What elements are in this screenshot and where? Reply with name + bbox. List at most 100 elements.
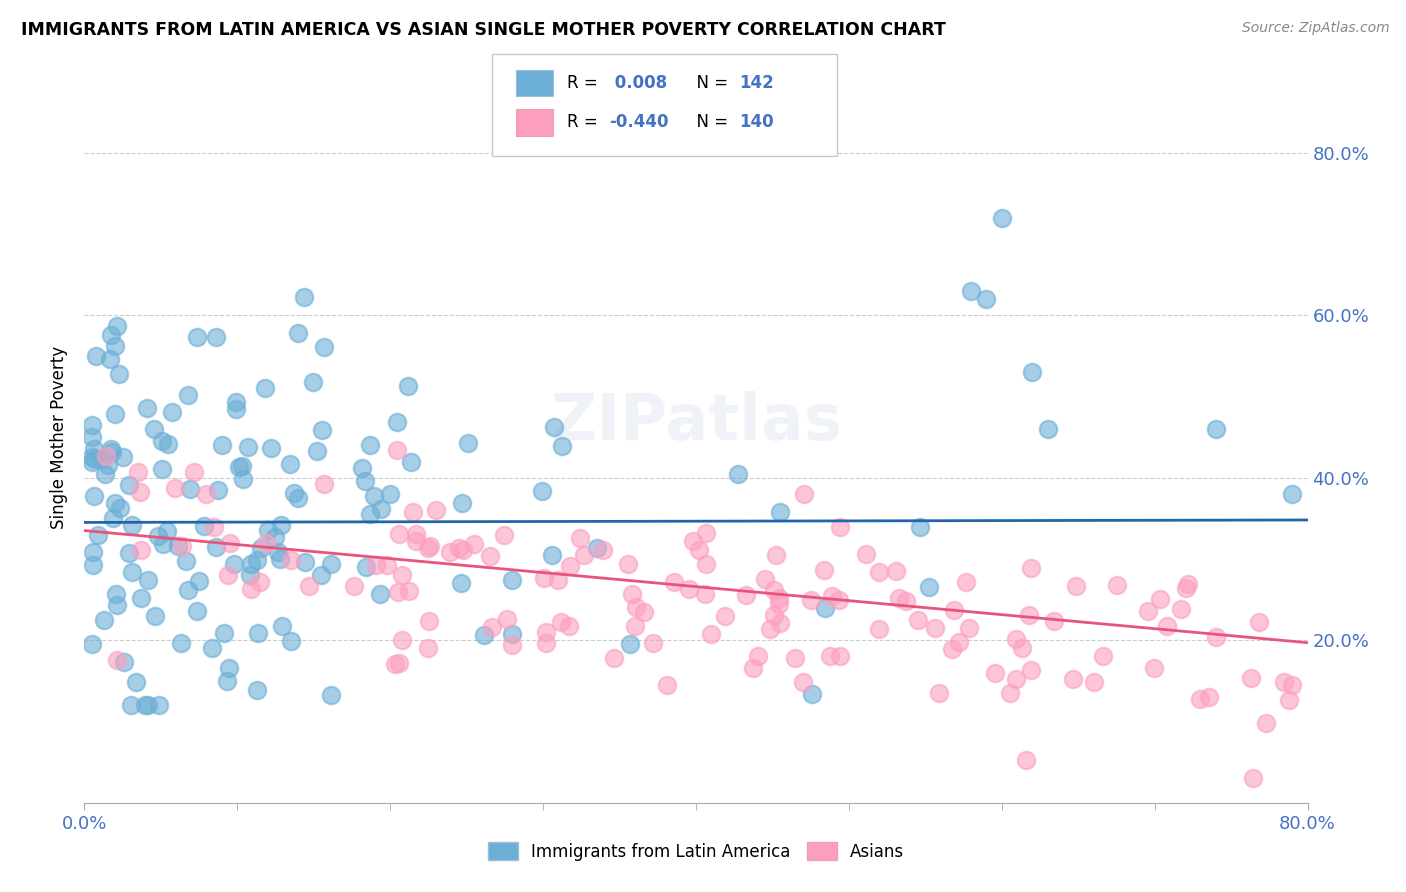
Point: [1177, 577, 1199, 591]
Point: [207, 483, 229, 497]
Point: [368, 587, 391, 601]
Point: [439, 545, 461, 559]
Point: [501, 626, 523, 640]
Point: [204, 541, 226, 555]
Point: [104, 496, 127, 510]
Point: [117, 546, 139, 560]
Text: 140: 140: [740, 113, 775, 131]
Point: [211, 438, 233, 452]
Point: [536, 625, 558, 640]
Point: [370, 501, 392, 516]
Point: [319, 689, 342, 703]
Point: [734, 587, 756, 601]
Point: [1062, 672, 1084, 686]
Point: [887, 591, 910, 605]
Point: [960, 284, 983, 298]
Point: [948, 635, 970, 649]
Point: [547, 574, 569, 588]
Point: [1018, 607, 1040, 622]
Point: [287, 491, 309, 505]
Point: [312, 340, 335, 354]
Point: [80, 430, 103, 444]
Point: [112, 655, 135, 669]
Point: [1064, 579, 1087, 593]
Point: [1143, 660, 1166, 674]
Text: IMMIGRANTS FROM LATIN AMERICA VS ASIAN SINGLE MOTHER POVERTY CORRELATION CHART: IMMIGRANTS FROM LATIN AMERICA VS ASIAN S…: [21, 21, 946, 38]
Point: [621, 587, 644, 601]
Point: [387, 585, 409, 599]
Text: ZIPatlas: ZIPatlas: [550, 392, 842, 453]
Point: [801, 687, 824, 701]
Point: [80, 455, 103, 469]
Point: [492, 528, 515, 542]
Point: [617, 557, 640, 571]
Point: [682, 534, 704, 549]
Point: [146, 529, 169, 543]
Point: [496, 612, 519, 626]
Point: [1198, 690, 1220, 704]
Point: [1021, 365, 1043, 379]
Point: [82, 545, 104, 559]
Point: [416, 641, 439, 656]
Point: [270, 518, 292, 533]
Point: [551, 439, 574, 453]
Point: [765, 548, 787, 562]
Point: [385, 415, 408, 429]
Point: [228, 460, 250, 475]
Point: [800, 593, 823, 607]
Point: [405, 533, 427, 548]
Point: [98, 351, 121, 366]
Point: [170, 636, 193, 650]
Point: [343, 579, 366, 593]
Point: [193, 519, 215, 533]
Point: [167, 539, 190, 553]
Point: [219, 536, 242, 550]
Point: [1254, 715, 1277, 730]
Point: [1278, 692, 1301, 706]
Point: [657, 678, 679, 692]
Point: [118, 478, 141, 492]
Point: [83, 489, 105, 503]
Point: [693, 586, 716, 600]
Point: [568, 531, 591, 545]
Point: [307, 443, 329, 458]
Point: [321, 557, 343, 571]
Point: [136, 401, 159, 415]
Point: [177, 583, 200, 598]
Point: [1189, 691, 1212, 706]
Point: [179, 483, 201, 497]
Text: -0.440: -0.440: [609, 113, 668, 131]
Point: [1174, 582, 1197, 596]
Point: [402, 505, 425, 519]
Point: [894, 593, 917, 607]
Point: [104, 339, 127, 353]
Point: [218, 661, 240, 675]
Point: [401, 455, 423, 469]
Point: [530, 483, 553, 498]
Point: [105, 319, 128, 334]
Point: [501, 639, 523, 653]
Point: [1137, 604, 1160, 618]
Text: 142: 142: [740, 74, 775, 92]
Point: [215, 673, 238, 688]
Point: [419, 539, 441, 553]
Point: [257, 524, 280, 538]
Point: [247, 626, 270, 640]
Point: [163, 481, 186, 495]
Point: [94, 467, 117, 482]
Point: [311, 424, 333, 438]
Point: [1247, 615, 1270, 629]
Point: [177, 388, 200, 402]
Point: [1105, 578, 1128, 592]
Point: [741, 661, 763, 675]
Point: [451, 496, 474, 510]
Point: [96, 458, 118, 472]
Point: [239, 568, 262, 582]
Point: [156, 437, 179, 451]
Point: [416, 541, 439, 555]
Point: [457, 436, 479, 450]
Point: [814, 601, 837, 615]
Point: [217, 567, 239, 582]
Point: [264, 529, 287, 543]
Point: [1014, 753, 1036, 767]
